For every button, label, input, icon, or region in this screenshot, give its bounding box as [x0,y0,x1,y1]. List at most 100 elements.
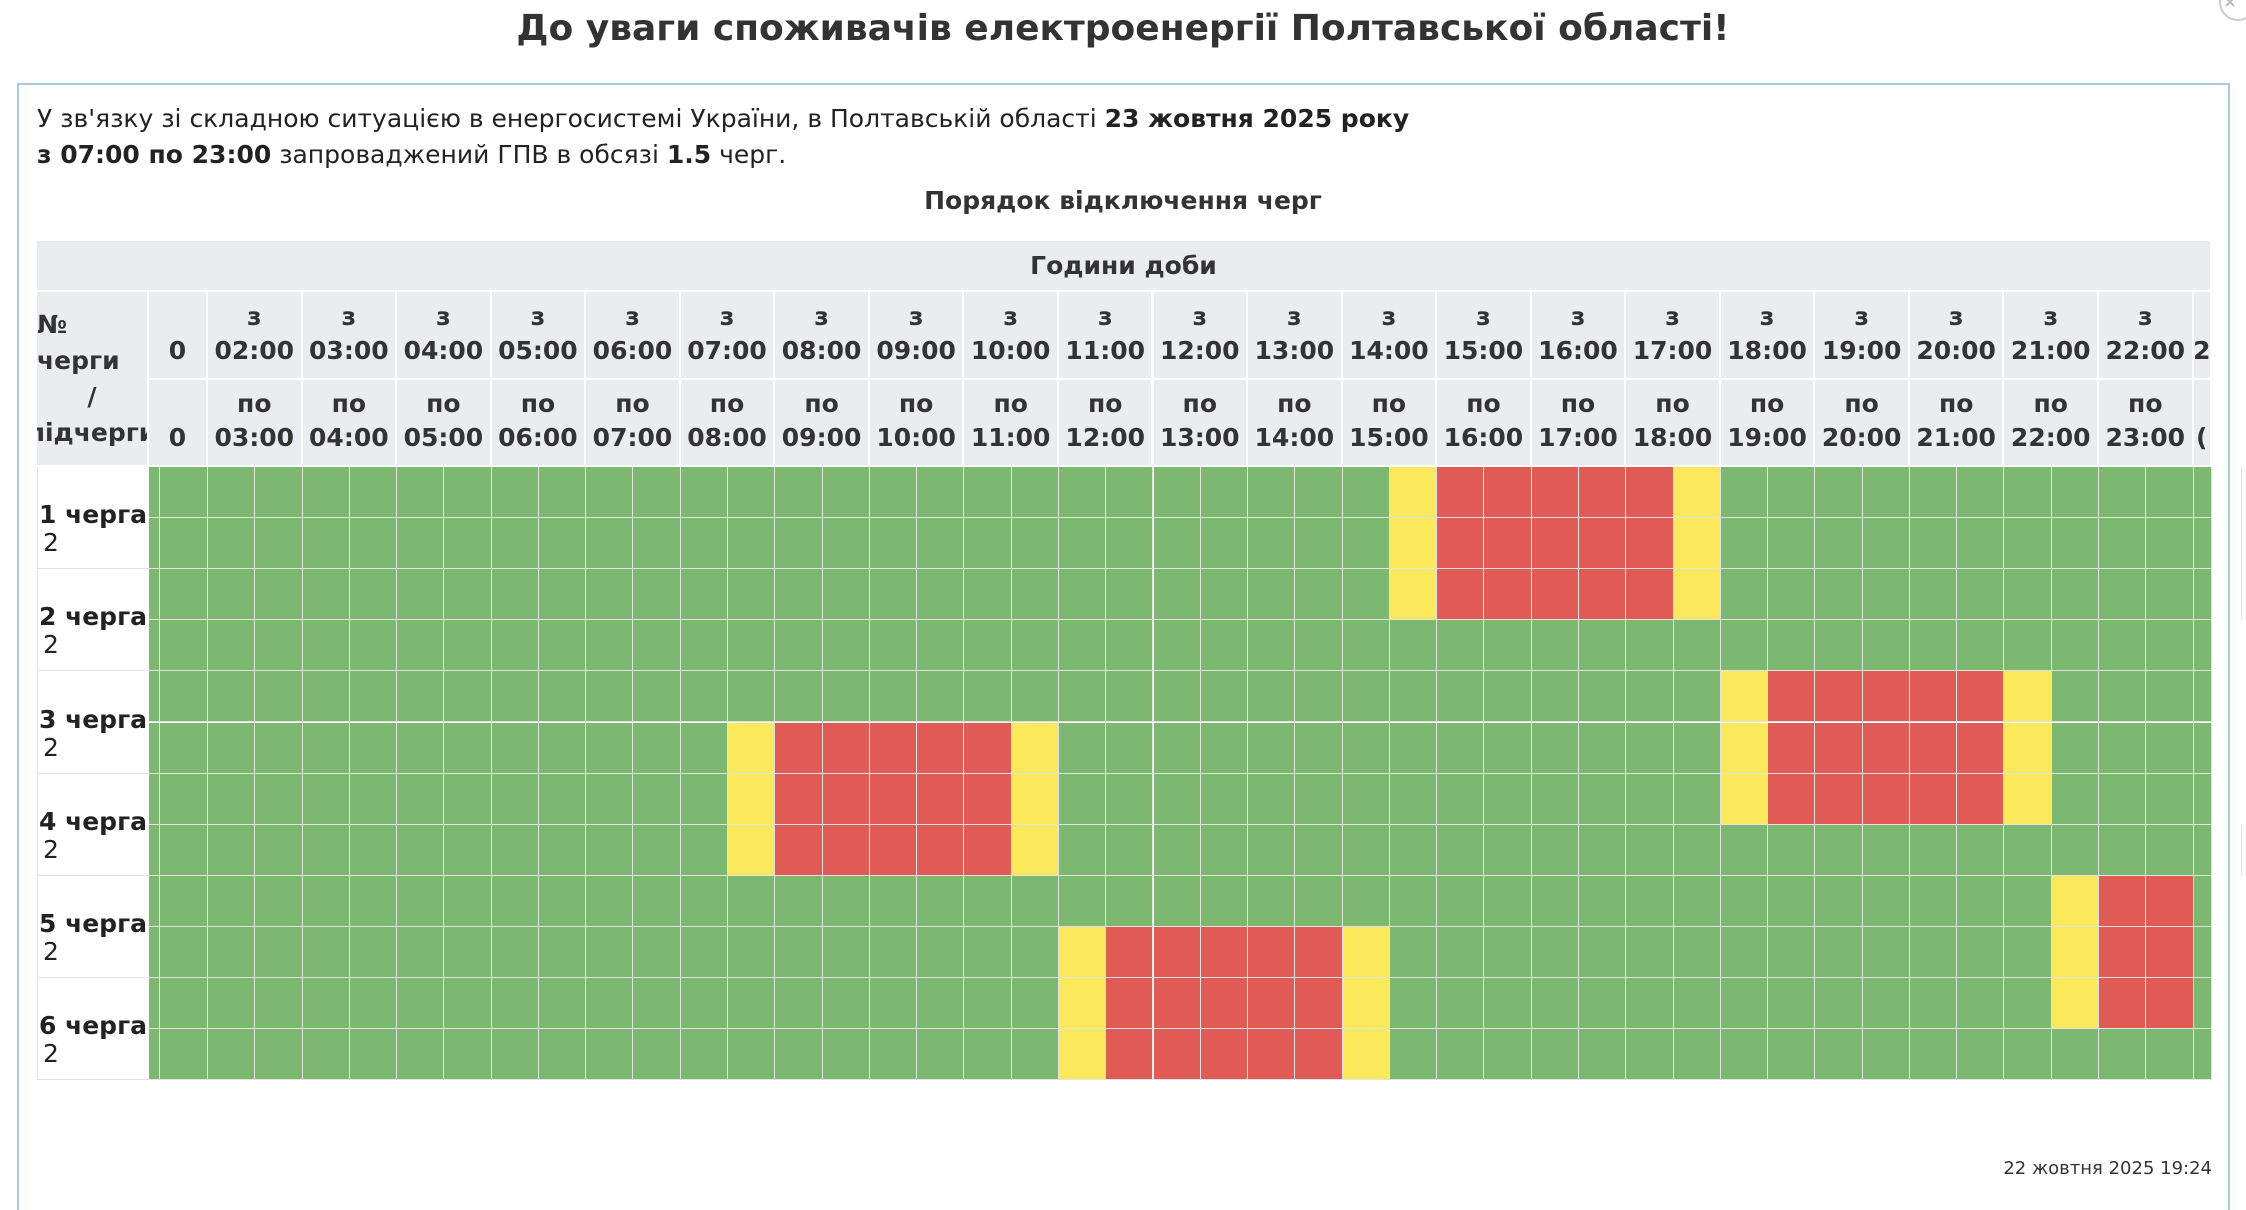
cell [255,1029,303,1081]
cell [680,569,729,621]
hour-header: по 08:00 [680,380,776,467]
updated-time: 22 жовтня 2025 19:24 [2003,1158,2212,1179]
cell [491,773,539,825]
cell [149,1029,160,1081]
cell [1957,1029,2005,1081]
cell [728,824,776,876]
cell [2004,978,2052,1030]
hour-time: 07:00 [592,423,673,452]
cell [1815,671,1863,723]
cell [869,926,918,978]
hour-header: по 23:00 [2099,380,2194,467]
cell [1106,518,1154,570]
cell [491,1029,539,1081]
cell [1768,875,1816,927]
hour-prefix: з [1003,302,1018,331]
hour-header: з 09:00 [869,292,965,380]
hour-header: по 05:00 [397,380,492,467]
close-icon[interactable] [2216,0,2246,24]
cell [1484,824,1532,876]
hour-time: 20:00 [1916,336,1996,365]
hour-header: по 15:00 [1342,380,1438,467]
cell [1909,926,1958,978]
hour-time: 05:00 [498,336,578,365]
cell [964,620,1012,672]
cell [917,824,965,876]
cell [149,978,160,1030]
cell [1248,722,1296,774]
hour-prefix: з [341,302,357,331]
cell [255,824,303,876]
cell [1626,467,1674,519]
cell [1200,773,1249,825]
cell [1248,518,1296,570]
cell [586,875,634,927]
cell [2146,875,2194,927]
cell [1153,875,1201,927]
hour-header: з 15:00 [1437,292,1532,380]
cell [1342,620,1390,672]
cell [2004,1029,2052,1081]
cell [491,467,539,519]
cell [1011,926,1059,978]
cell [1153,1029,1201,1081]
cell [2146,467,2194,519]
cell [728,671,776,723]
cell [680,518,729,570]
hour-header: з 04:00 [397,292,492,380]
cell [1200,875,1249,927]
cell [1673,467,1721,519]
cell [208,467,256,519]
queue-label-cell [37,671,149,774]
cell [160,773,208,825]
cell [1862,722,1910,774]
cell [1389,620,1438,672]
cell [1058,722,1107,774]
cell [1200,1029,1249,1081]
cell [917,569,965,621]
hour-header: з 11:00 [1058,292,1154,380]
cell [1058,875,1107,927]
queue-label: 3 черга [38,704,148,734]
cell [1768,518,1816,570]
table-caption: Порядок відключення черг [924,186,1322,215]
cell [2099,1029,2147,1081]
cell [208,824,256,876]
cell [255,671,303,723]
cell [1248,824,1296,876]
cell [728,518,776,570]
cell [1768,722,1816,774]
cell [1862,875,1910,927]
hour-header: з 07:00 [680,292,776,380]
cell [633,773,681,825]
cell [586,978,634,1030]
cell [397,1029,445,1081]
cell [302,620,350,672]
hour-prefix: з [625,302,640,331]
hour-header: 2 [2193,292,2212,380]
cell [1295,722,1343,774]
cell [1531,518,1579,570]
cell [149,875,160,927]
cell [302,518,350,570]
cell [728,875,776,927]
hour-prefix: по [709,389,745,418]
cell [208,875,256,927]
cell [2193,1029,2212,1081]
hour-header: по 10:00 [869,380,965,467]
cell [349,1029,398,1081]
hour-header: з 17:00 [1626,292,1721,380]
cell [397,569,445,621]
cell [1862,620,1910,672]
cell [1862,518,1910,570]
cell [255,978,303,1030]
cell [2004,824,2052,876]
hour-time: 18:00 [1727,336,1807,365]
hour-time: 09:00 [876,336,956,365]
hour-time: 18:00 [1632,423,1713,452]
cell [1058,518,1107,570]
hour-header: по 22:00 [2004,380,2099,467]
hour-time: 12:00 [1065,423,1145,452]
cell [586,467,634,519]
notice-line: з 07:00 по 23:00 запроваджений ГПВ в обс… [37,140,786,169]
